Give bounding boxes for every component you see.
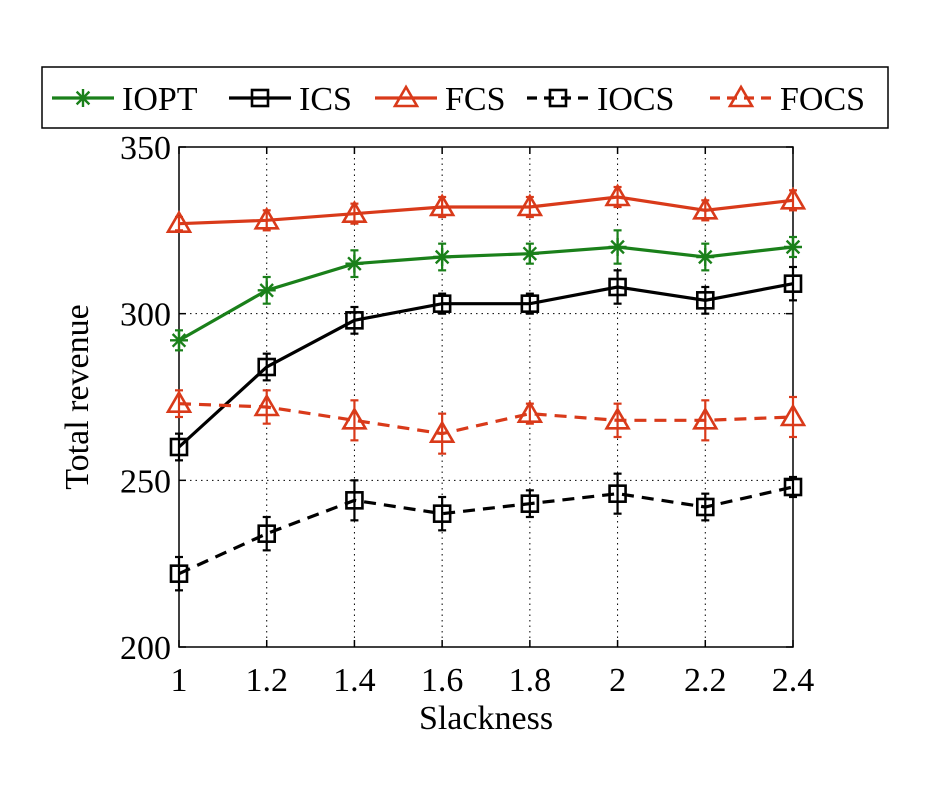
marker-iocs — [695, 497, 715, 517]
marker-focs — [253, 393, 280, 417]
marker-ics — [345, 311, 364, 330]
legend-item-iocs: IOCS — [527, 81, 674, 118]
y-tick-label: 300 — [120, 297, 171, 334]
x-tick-label: 1.4 — [333, 662, 376, 699]
x-axis-label: Slackness — [419, 700, 553, 737]
legend-item-fcs: FCS — [375, 81, 506, 118]
series-line-iopt — [178, 245, 794, 342]
marker-iopt — [433, 248, 452, 266]
marker-ics — [695, 291, 715, 310]
legend-label: FCS — [445, 81, 506, 118]
series-ics — [169, 265, 803, 462]
marker-legend-fcs — [392, 84, 420, 108]
marker-ics — [432, 294, 452, 313]
series-fcs — [165, 183, 807, 233]
marker-iopt — [170, 331, 188, 350]
y-axis-label: Total revenue — [59, 304, 96, 489]
x-tick-label: 1.2 — [245, 662, 288, 699]
marker-focs — [692, 406, 719, 430]
marker-iopt — [608, 238, 627, 256]
marker-iopt — [345, 254, 364, 273]
marker-iocs — [169, 564, 189, 583]
grid — [179, 147, 793, 647]
marker-legend-iocs — [548, 88, 568, 108]
marker-iopt — [257, 281, 276, 300]
x-tick-label: 1.6 — [421, 662, 464, 699]
x-tick-label: 2 — [609, 662, 626, 699]
marker-ics — [783, 274, 803, 293]
marker-focs — [341, 406, 368, 430]
series-line-iocs — [178, 485, 794, 576]
marker-fcs — [165, 210, 193, 233]
legend: IOPT ICS FCS IOCS FOCS — [52, 81, 865, 118]
marker-iopt — [696, 248, 715, 266]
marker-ics — [257, 357, 277, 377]
marker-fcs — [779, 186, 807, 210]
marker-fcs — [341, 200, 368, 223]
x-tick-label: 1 — [171, 662, 188, 699]
marker-iocs — [520, 494, 540, 513]
series-line-ics — [177, 282, 794, 449]
marker-fcs — [604, 183, 631, 207]
legend-label: ICS — [299, 81, 352, 118]
marker-iocs — [432, 504, 452, 523]
marker-iocs — [345, 491, 364, 510]
series-iopt — [170, 229, 802, 352]
legend-label: IOPT — [122, 81, 198, 118]
marker-iocs — [783, 477, 803, 497]
x-tick-label: 1.8 — [509, 662, 552, 699]
series-group — [165, 183, 807, 592]
legend-item-focs: FOCS — [710, 81, 865, 118]
marker-iopt — [520, 244, 539, 263]
series-focs — [165, 389, 807, 455]
y-tick-label: 350 — [120, 130, 171, 167]
marker-focs — [779, 403, 807, 427]
plot-area — [178, 146, 794, 648]
legend-label: FOCS — [780, 81, 865, 118]
x-tick-label: 2.2 — [684, 662, 727, 699]
marker-legend-focs — [727, 84, 755, 108]
marker-focs — [516, 400, 544, 423]
marker-focs — [604, 406, 631, 430]
marker-ics — [520, 294, 540, 313]
marker-iocs — [257, 524, 277, 543]
legend-label: IOCS — [597, 81, 674, 118]
marker-focs — [428, 420, 456, 443]
marker-iopt — [784, 238, 802, 256]
x-tick-label: 2.4 — [772, 662, 815, 699]
legend-item-ics: ICS — [229, 81, 352, 118]
marker-legend-iopt — [74, 89, 92, 107]
y-tick-label: 250 — [120, 463, 171, 500]
y-tick-label: 200 — [120, 630, 171, 667]
marker-fcs — [692, 196, 719, 220]
marker-focs — [165, 390, 193, 413]
ticks: 1 1.2 1.4 1.6 1.8 2 2.2 2.4 200 250 300 350 — [120, 130, 814, 699]
marker-iocs — [608, 484, 627, 503]
marker-fcs — [253, 206, 280, 230]
marker-fcs — [516, 193, 544, 217]
series-line-focs — [178, 402, 794, 436]
marker-fcs — [428, 193, 456, 217]
marker-ics — [169, 437, 189, 457]
legend-item-iopt: IOPT — [52, 81, 198, 118]
marker-legend-ics — [250, 88, 270, 108]
series-line-fcs — [178, 195, 794, 226]
series-iocs — [169, 472, 803, 592]
marker-ics — [608, 277, 627, 297]
